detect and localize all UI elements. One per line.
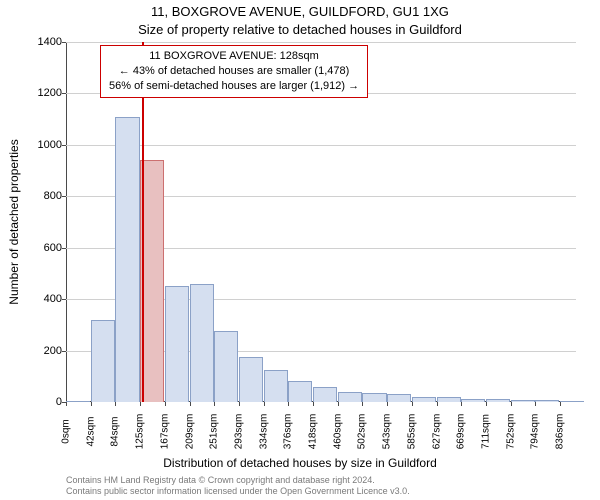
annotation-line2: ← 43% of detached houses are smaller (1,… — [109, 64, 359, 79]
title-subtitle: Size of property relative to detached ho… — [0, 22, 600, 37]
xtick-mark — [165, 402, 166, 406]
bar — [313, 387, 337, 402]
xtick-label: 209sqm — [184, 414, 195, 450]
xtick-label: 167sqm — [159, 414, 170, 450]
ytick-label: 1000 — [38, 139, 62, 151]
xtick-label: 42sqm — [85, 416, 96, 446]
xtick-mark — [66, 402, 67, 406]
ytick-mark — [62, 299, 66, 300]
ytick-label: 600 — [44, 242, 62, 254]
xtick-mark — [560, 402, 561, 406]
footer-line1: Contains HM Land Registry data © Crown c… — [66, 475, 410, 486]
ytick-mark — [62, 42, 66, 43]
bar — [362, 393, 386, 402]
annotation-line1: 11 BOXGROVE AVENUE: 128sqm — [109, 49, 359, 64]
bar — [190, 284, 214, 402]
footer-attribution: Contains HM Land Registry data © Crown c… — [66, 475, 410, 497]
xtick-mark — [239, 402, 240, 406]
xtick-label: 711sqm — [480, 414, 491, 449]
xtick-label: 0sqm — [61, 419, 72, 443]
xtick-mark — [214, 402, 215, 406]
ytick-mark — [62, 93, 66, 94]
annotation-box: 11 BOXGROVE AVENUE: 128sqm ← 43% of deta… — [100, 45, 368, 98]
bar — [387, 394, 411, 402]
xtick-label: 460sqm — [332, 414, 343, 450]
xtick-mark — [486, 402, 487, 406]
bar — [214, 331, 238, 402]
ytick-mark — [62, 196, 66, 197]
footer-line2: Contains public sector information licen… — [66, 486, 410, 497]
xtick-label: 585sqm — [406, 414, 417, 450]
ytick-label: 0 — [56, 396, 62, 408]
ytick-mark — [62, 248, 66, 249]
ytick-label: 200 — [44, 345, 62, 357]
ytick-label: 1200 — [38, 87, 62, 99]
bar — [91, 320, 115, 402]
xtick-label: 125sqm — [135, 414, 146, 450]
title-address: 11, BOXGROVE AVENUE, GUILDFORD, GU1 1XG — [0, 4, 600, 19]
xtick-label: 669sqm — [456, 414, 467, 450]
xtick-mark — [140, 402, 141, 406]
xtick-label: 502sqm — [357, 414, 368, 450]
xtick-mark — [535, 402, 536, 406]
xtick-mark — [264, 402, 265, 406]
xtick-mark — [412, 402, 413, 406]
ytick-label: 400 — [44, 293, 62, 305]
xtick-label: 334sqm — [258, 414, 269, 450]
bar — [338, 392, 362, 402]
bar — [486, 399, 510, 402]
bar — [511, 400, 535, 402]
bar — [264, 370, 288, 402]
xtick-mark — [313, 402, 314, 406]
xtick-mark — [387, 402, 388, 406]
bar — [115, 117, 139, 402]
bar — [288, 381, 312, 402]
annotation-line3: 56% of semi-detached houses are larger (… — [109, 79, 359, 94]
bar — [437, 397, 461, 402]
xtick-mark — [511, 402, 512, 406]
bar — [165, 286, 189, 402]
ytick-label: 800 — [44, 190, 62, 202]
xtick-mark — [115, 402, 116, 406]
xtick-label: 627sqm — [431, 414, 442, 450]
y-axis-label: Number of detached properties — [7, 139, 21, 304]
xtick-label: 543sqm — [382, 414, 393, 450]
xtick-mark — [461, 402, 462, 406]
bar — [239, 357, 263, 402]
xtick-label: 794sqm — [530, 414, 541, 450]
xtick-mark — [437, 402, 438, 406]
bar — [412, 397, 436, 402]
ytick-mark — [62, 351, 66, 352]
x-axis-label: Distribution of detached houses by size … — [0, 456, 600, 470]
bar — [560, 401, 584, 402]
xtick-label: 836sqm — [555, 414, 566, 450]
xtick-label: 84sqm — [110, 416, 121, 446]
xtick-label: 293sqm — [233, 414, 244, 450]
xtick-mark — [338, 402, 339, 406]
bar — [461, 399, 485, 402]
ytick-mark — [62, 145, 66, 146]
xtick-label: 752sqm — [505, 414, 516, 450]
xtick-mark — [190, 402, 191, 406]
xtick-mark — [91, 402, 92, 406]
xtick-label: 418sqm — [308, 414, 319, 450]
y-axis — [66, 42, 67, 402]
xtick-label: 376sqm — [283, 414, 294, 450]
xtick-label: 251sqm — [209, 414, 220, 450]
bar — [535, 400, 559, 402]
ytick-label: 1400 — [38, 36, 62, 48]
xtick-mark — [288, 402, 289, 406]
xtick-mark — [362, 402, 363, 406]
bar — [66, 401, 90, 402]
